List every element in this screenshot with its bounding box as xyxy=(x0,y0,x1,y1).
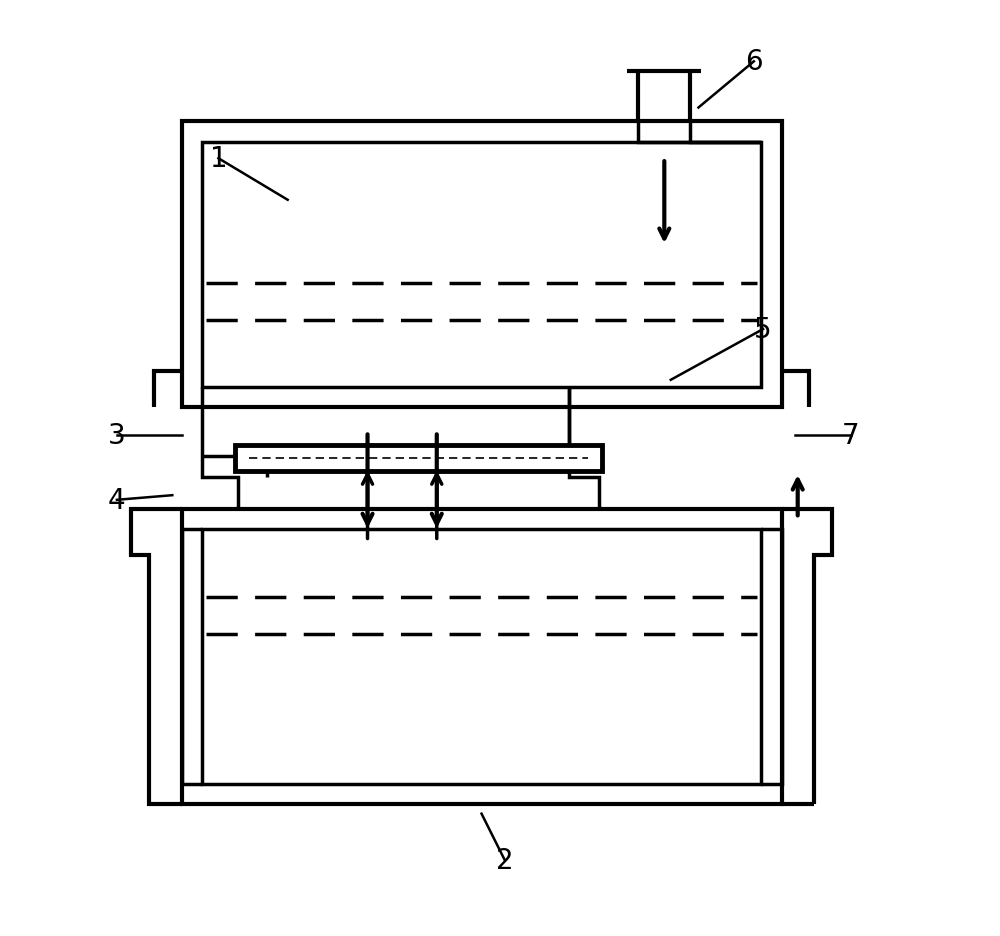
Bar xyxy=(235,446,602,472)
Text: 1: 1 xyxy=(210,145,227,173)
Text: 5: 5 xyxy=(754,315,772,344)
Bar xyxy=(182,509,782,805)
Text: 3: 3 xyxy=(108,422,126,449)
Text: 6: 6 xyxy=(745,49,763,76)
Bar xyxy=(202,530,761,784)
Text: 4: 4 xyxy=(108,487,126,514)
Bar xyxy=(182,123,782,408)
Bar xyxy=(202,142,761,388)
Text: 2: 2 xyxy=(496,846,513,874)
Text: 7: 7 xyxy=(842,422,860,449)
